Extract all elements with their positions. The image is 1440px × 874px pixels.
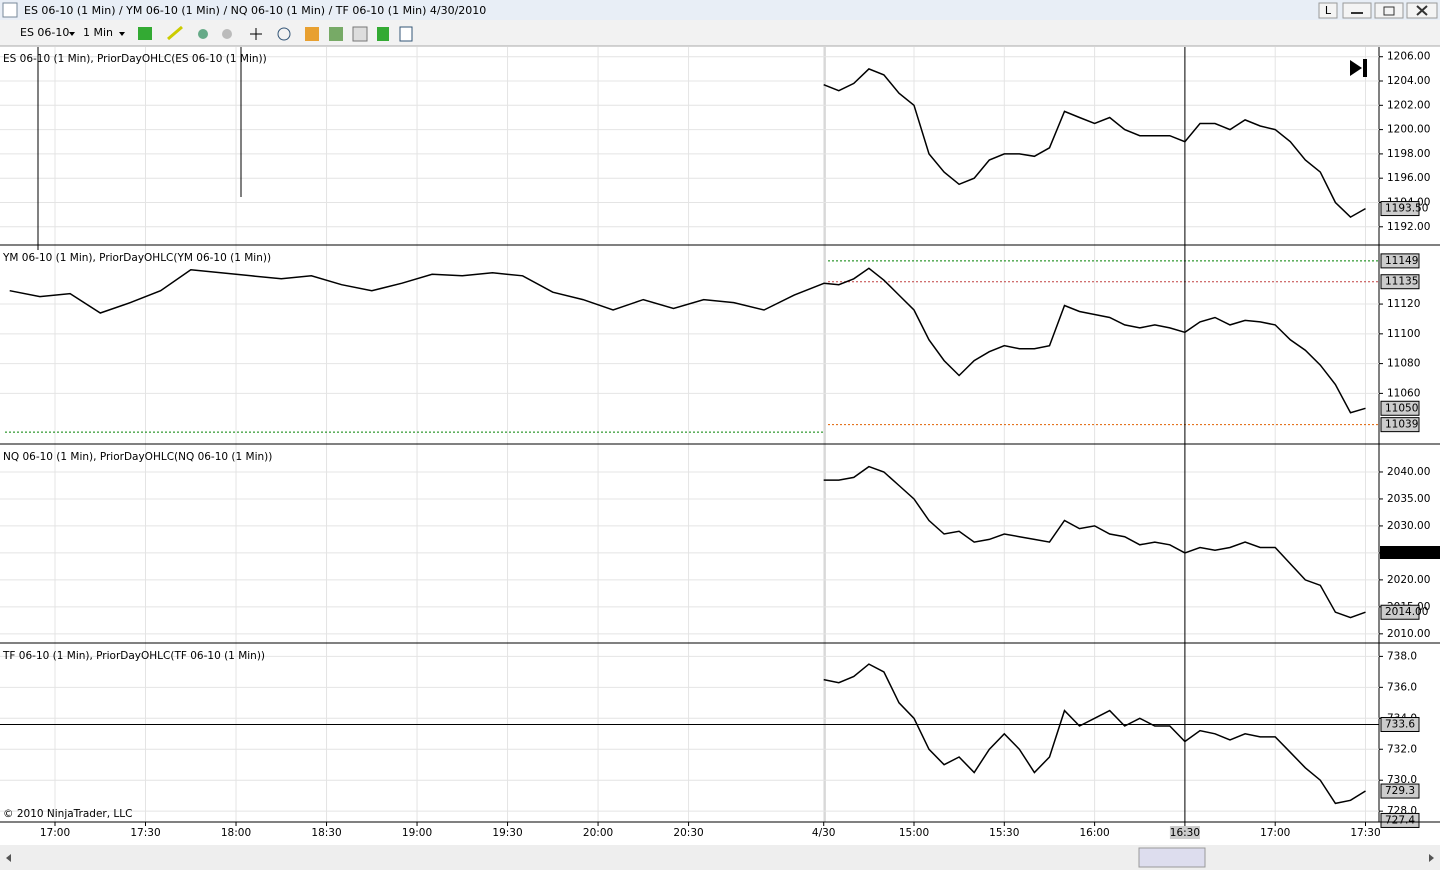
scroll-thumb[interactable] (1138, 847, 1206, 868)
copyright: © 2010 NinjaTrader, LLC (3, 808, 132, 820)
restore-icon (1383, 6, 1395, 16)
price-line (823, 267, 1366, 414)
y-tick-label: 2035.00 (1387, 493, 1430, 505)
panel-label: TF 06-10 (1 Min), PriorDayOHLC(TF 06-10 … (2, 650, 265, 662)
y-tick-label: 2010.00 (1387, 628, 1430, 640)
y-tick-label: 1202.00 (1387, 99, 1430, 111)
x-tick-label: 4/30 (812, 827, 836, 839)
x-tick-label: 17:00 (1260, 827, 1290, 839)
x-tick-label: 19:30 (492, 827, 522, 839)
tool-icon[interactable] (329, 27, 343, 41)
toolbar (0, 20, 1440, 46)
tool-icon[interactable] (399, 26, 413, 42)
price-tag-label: 11039 (1385, 419, 1418, 431)
x-tick-label: 15:00 (899, 827, 929, 839)
window-title: ES 06-10 (1 Min) / YM 06-10 (1 Min) / NQ… (24, 4, 486, 17)
y-tick-label: 2040.00 (1387, 466, 1430, 478)
x-tick-label: 15:30 (989, 827, 1019, 839)
zoom-icon[interactable] (277, 27, 291, 41)
price-tag (1380, 274, 1420, 290)
y-tick-label: 1200.00 (1387, 124, 1430, 136)
tool-icon[interactable] (222, 29, 232, 39)
price-tag (1380, 812, 1420, 828)
y-tick-label: 732.0 (1387, 743, 1417, 755)
y-tick-label: 730.0 (1387, 774, 1417, 786)
price-tag-label: 1193.50 (1385, 203, 1428, 215)
instrument-selector[interactable]: ES 06-10 (20, 26, 69, 39)
y-tick-label: 1192.00 (1387, 221, 1430, 233)
price-tag-label: 2014.00 (1385, 606, 1428, 618)
x-tick-label: 17:30 (1350, 827, 1380, 839)
price-tag (1380, 201, 1420, 217)
tool-icon[interactable] (352, 26, 368, 42)
bar-type-icon[interactable] (138, 27, 152, 40)
draw-icon[interactable] (167, 25, 183, 41)
y-tick-label: 1198.00 (1387, 148, 1430, 160)
go-to-end-icon[interactable] (1350, 60, 1362, 76)
close-icon (1416, 5, 1428, 16)
y-tick-label: 11080 (1387, 358, 1420, 370)
price-tag (1380, 417, 1420, 433)
x-tick-label: 18:30 (311, 827, 341, 839)
price-tag (1380, 604, 1420, 620)
price-tag (1380, 253, 1420, 269)
price-line (9, 269, 825, 314)
price-tag-label: 729.3 (1385, 785, 1415, 797)
y-tick-label: 11100 (1387, 328, 1420, 340)
x-tick-label: 20:30 (673, 827, 703, 839)
toolbar-icons[interactable] (138, 25, 413, 42)
y-tick-label: 2020.00 (1387, 574, 1430, 586)
price-line (823, 465, 1366, 619)
y-tick-label: 1204.00 (1387, 75, 1430, 87)
x-tick-label: 16:00 (1079, 827, 1109, 839)
chart: 17:00 17:30 18:00 18:30 19:00 19:30 20:00 20:30… (0, 47, 1440, 839)
y-tick-label: 2030.00 (1387, 520, 1430, 532)
y-tick-label: 736.0 (1387, 681, 1417, 693)
dropdown-arrow (69, 32, 75, 36)
price-line (823, 663, 1366, 805)
app-icon (2, 2, 18, 18)
price-tag-label: 11135 (1385, 276, 1418, 288)
lock-button[interactable] (1318, 2, 1338, 19)
crosshair-icon[interactable] (250, 28, 262, 40)
panel-label: ES 06-10 (1 Min), PriorDayOHLC(ES 06-10 … (3, 53, 267, 65)
y-tick-label: 1206.00 (1387, 51, 1430, 63)
price-tag-label: 727.4 (1385, 814, 1415, 826)
go-to-end-icon[interactable] (1363, 59, 1367, 77)
lock-button-label[interactable]: L (1325, 4, 1332, 17)
minimize-button[interactable] (1342, 2, 1372, 19)
y-tick-label: 11120 (1387, 298, 1420, 310)
crosshair-box (1380, 546, 1440, 559)
price-line (823, 68, 1366, 219)
tool-icon[interactable] (377, 27, 389, 41)
x-tick-label: 19:00 (402, 827, 432, 839)
x-crosshair-tag (1169, 826, 1200, 839)
price-tag-label: 733.6 (1385, 718, 1415, 730)
x-tick-label: 20:00 (583, 827, 613, 839)
x-tick-label: 18:00 (221, 827, 251, 839)
dropdown-arrow (119, 32, 125, 36)
x-tick-label: 17:30 (130, 827, 160, 839)
y-tick-label: 1196.00 (1387, 172, 1430, 184)
tool-icon[interactable] (305, 27, 319, 41)
price-tag (1380, 400, 1420, 416)
price-tag (1380, 716, 1420, 732)
panel-label: YM 06-10 (1 Min), PriorDayOHLC(YM 06-10 … (2, 252, 271, 264)
interval-selector[interactable]: 1 Min (83, 26, 113, 39)
x-tick-label: 16:30 (1170, 827, 1200, 839)
y-tick-label: 738.0 (1387, 650, 1417, 662)
y-tick-label: 11060 (1387, 387, 1420, 399)
title-bar (0, 0, 1440, 20)
price-tag-label: 11149 (1385, 255, 1418, 267)
x-tick-label: 17:00 (40, 827, 70, 839)
tool-icon[interactable] (198, 29, 208, 39)
restore-button[interactable] (1374, 2, 1404, 19)
scrollbar[interactable] (0, 845, 1440, 870)
panel-label: NQ 06-10 (1 Min), PriorDayOHLC(NQ 06-10 … (3, 451, 272, 463)
price-tag-label: 11050 (1385, 402, 1418, 414)
price-tag (1380, 783, 1420, 799)
